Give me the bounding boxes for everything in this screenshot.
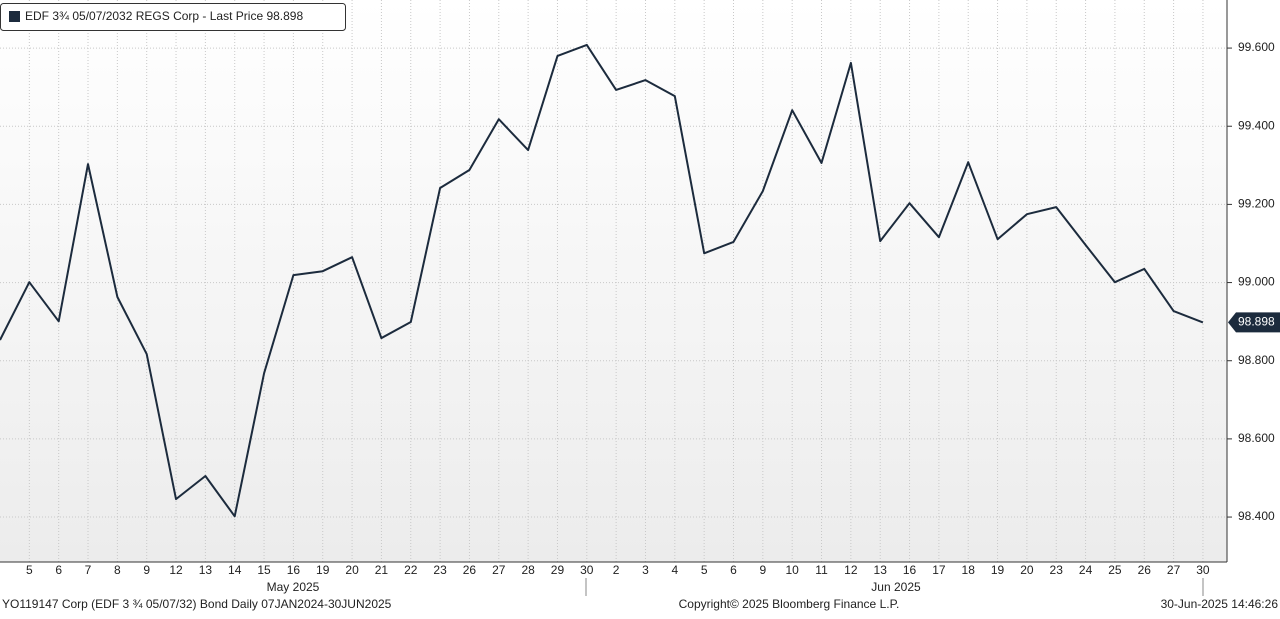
y-tick-label: 98.800 — [1238, 353, 1275, 367]
x-tick-label: 6 — [730, 563, 737, 577]
price-line — [0, 43, 1204, 518]
x-tick-label: 5 — [701, 563, 708, 577]
y-tick-label: 99.600 — [1238, 40, 1275, 54]
month-label: Jun 2025 — [871, 580, 921, 594]
x-tick-label: 19 — [316, 563, 330, 577]
x-tick-label: 22 — [404, 563, 418, 577]
x-tick-label: 11 — [815, 563, 828, 577]
x-tick-label: 12 — [169, 563, 183, 577]
x-tick-label: 13 — [874, 563, 888, 577]
plot-background — [0, 0, 1227, 562]
x-tick-label: 8 — [114, 563, 121, 577]
x-tick-label: 27 — [1167, 563, 1181, 577]
x-tick-label: 29 — [551, 563, 565, 577]
x-tick-label: 7 — [85, 563, 92, 577]
legend-swatch — [9, 11, 20, 22]
x-tick-label: 9 — [759, 563, 766, 577]
x-tick-label: 16 — [287, 563, 301, 577]
x-tick-label: 5 — [26, 563, 33, 577]
footer-center: Copyright© 2025 Bloomberg Finance L.P. — [679, 597, 900, 611]
x-tick-label: 30 — [1196, 563, 1210, 577]
x-tick-label: 3 — [642, 563, 649, 577]
marks — [0, 43, 1204, 518]
legend-box — [0, 3, 346, 31]
x-tick-label: 6 — [55, 563, 62, 577]
last-price-label: 98.898 — [1238, 315, 1275, 329]
y-tick-label: 99.200 — [1238, 197, 1275, 211]
x-tick-label: 24 — [1079, 563, 1093, 577]
x-tick-label: 23 — [433, 563, 447, 577]
x-tick-label: 26 — [1138, 563, 1152, 577]
grid — [0, 0, 1227, 562]
x-tick-label: 14 — [228, 563, 242, 577]
x-tick-label: 16 — [903, 563, 917, 577]
x-tick-label: 2 — [613, 563, 620, 577]
x-tick-label: 15 — [257, 563, 271, 577]
x-tick-label: 19 — [991, 563, 1005, 577]
x-tick-label: 25 — [1108, 563, 1122, 577]
x-tick-label: 17 — [932, 563, 946, 577]
x-tick-label: 23 — [1050, 563, 1064, 577]
legend-label: EDF 3¾ 05/07/2032 REGS Corp - Last Price… — [25, 9, 303, 23]
x-tick-label: 21 — [375, 563, 389, 577]
last-price-tag — [1228, 312, 1280, 333]
x-tick-label: 9 — [143, 563, 150, 577]
y-tick-label: 98.600 — [1238, 431, 1275, 445]
month-label: May 2025 — [267, 580, 320, 594]
x-tick-label: 20 — [1020, 563, 1034, 577]
x-tick-label: 12 — [844, 563, 858, 577]
footer-right: 30-Jun-2025 14:46:26 — [1161, 597, 1279, 611]
x-tick-label: 18 — [962, 563, 976, 577]
x-tick-label: 4 — [671, 563, 678, 577]
x-tick-label: 10 — [786, 563, 800, 577]
x-tick-label: 27 — [492, 563, 506, 577]
x-tick-label: 28 — [521, 563, 535, 577]
y-tick-label: 99.400 — [1238, 118, 1275, 132]
x-tick-label: 30 — [580, 563, 594, 577]
x-tick-label: 26 — [463, 563, 477, 577]
x-tick-label: 13 — [199, 563, 213, 577]
y-tick-label: 98.400 — [1238, 509, 1275, 523]
y-tick-label: 99.000 — [1238, 275, 1275, 289]
x-tick-label: 20 — [345, 563, 359, 577]
footer-left: YO119147 Corp (EDF 3 ¾ 05/07/32) Bond Da… — [2, 597, 392, 611]
